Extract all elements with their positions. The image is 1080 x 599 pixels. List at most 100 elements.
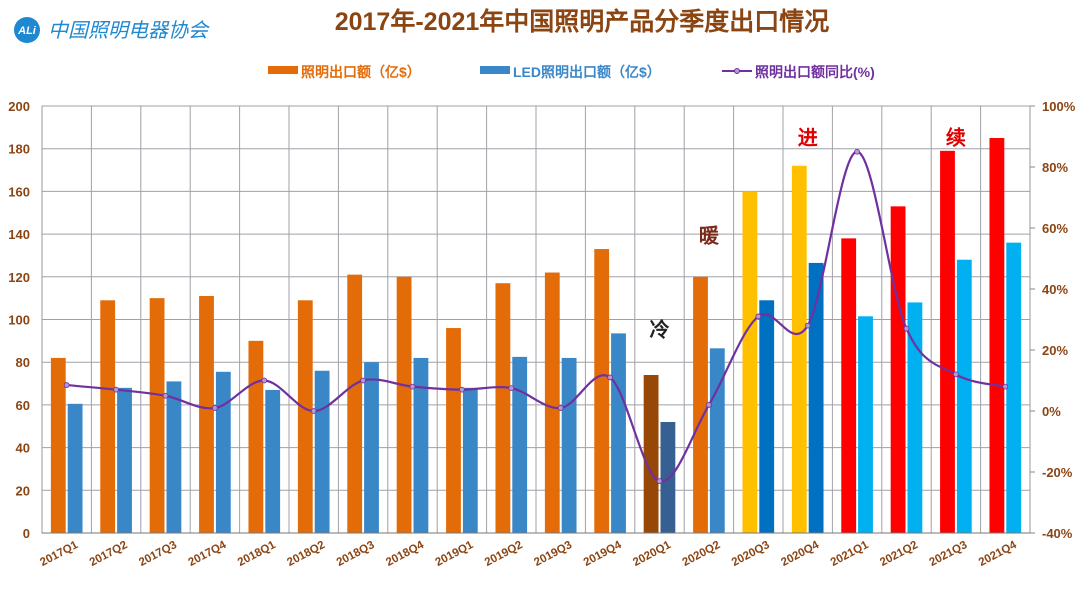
y2-tick-label: 60% [1042, 221, 1068, 236]
bar-led-export [956, 259, 972, 533]
bar-led-export [413, 357, 429, 533]
y2-tick-label: -20% [1042, 465, 1073, 480]
yoy-point [360, 377, 367, 384]
bar-led-export [67, 403, 83, 533]
yoy-point [310, 408, 317, 414]
x-tick-label: 2019Q3 [532, 539, 574, 569]
yoy-point [409, 383, 416, 390]
yoy-point [162, 392, 169, 399]
yoy-point [854, 148, 860, 155]
yoy-point [557, 405, 564, 411]
y-tick-label: 160 [8, 184, 30, 199]
x-tick-label: 2021Q4 [977, 539, 1019, 569]
logo-text: 中国照明电器协会 [48, 18, 210, 42]
bar-led-export [166, 381, 182, 533]
bar-lighting-export [693, 276, 708, 533]
y2-tick-label: 0% [1042, 404, 1061, 419]
bar-lighting-export [446, 328, 461, 533]
x-tick-label: 2017Q3 [137, 539, 179, 569]
x-tick-label: 2018Q2 [285, 539, 327, 569]
yoy-point [261, 377, 268, 384]
y-tick-label: 100 [8, 313, 30, 328]
bar-lighting-export [989, 138, 1005, 533]
bar-lighting-export [149, 298, 165, 533]
svg-text:ALi: ALi [17, 25, 37, 37]
x-tick-label: 2019Q4 [582, 539, 624, 569]
logo: ALi 中国照明电器协会 [14, 17, 210, 43]
x-tick-label: 2021Q2 [878, 539, 920, 569]
y-tick-label: 120 [8, 270, 30, 285]
chart-title: 2017年-2021年中国照明产品分季度出口情况 [335, 7, 830, 36]
bar-lighting-export [742, 191, 758, 533]
legend: 照明出口额（亿$） LED照明出口额（亿$） 照明出口额同比(%) [268, 64, 875, 80]
y-tick-label: 0 [23, 526, 30, 541]
bar-lighting-export [100, 300, 116, 533]
bar-led-export [265, 389, 281, 533]
y2-tick-label: 20% [1042, 343, 1068, 358]
yoy-point [211, 405, 218, 411]
legend-swatch [268, 66, 298, 74]
legend-marker [734, 68, 740, 74]
bar-lighting-export [347, 274, 363, 533]
y-tick-label: 200 [8, 99, 30, 114]
x-tick-label: 2020Q1 [631, 539, 673, 569]
annotation-label: 进 [798, 126, 818, 149]
x-tick-label: 2018Q4 [384, 539, 426, 569]
bar-led-export [512, 356, 528, 533]
bar-lighting-export [50, 357, 66, 533]
bar-lighting-export [594, 249, 610, 534]
yoy-point [755, 313, 762, 320]
bar-led-export [462, 387, 478, 533]
x-tick-label: 2019Q2 [483, 539, 525, 569]
bar-led-export [117, 387, 132, 533]
bar-lighting-export [643, 375, 659, 533]
bar-led-export [561, 357, 577, 533]
y2-tick-label: -40% [1042, 526, 1073, 541]
bar-led-export [1006, 242, 1022, 533]
yoy-point [953, 371, 959, 378]
yoy-point [1002, 383, 1009, 390]
yoy-point [804, 322, 811, 329]
yoy-point [63, 382, 70, 388]
bar-lighting-export [199, 296, 214, 533]
annotation-label: 冷 [650, 318, 670, 342]
x-tick-label: 2021Q1 [829, 539, 871, 569]
x-tick-label: 2018Q1 [236, 539, 278, 569]
x-tick-label: 2019Q1 [434, 539, 476, 569]
y-tick-label: 140 [8, 227, 30, 242]
bars [50, 138, 1022, 534]
bar-led-export [215, 371, 231, 533]
bar-led-export [709, 348, 725, 533]
y2-tick-label: 100% [1042, 99, 1076, 114]
y-tick-label: 20 [16, 483, 30, 498]
y-tick-label: 40 [16, 441, 30, 456]
bar-led-export [611, 333, 626, 533]
bar-led-export [808, 262, 824, 533]
yoy-point [903, 325, 910, 332]
bar-lighting-export [544, 272, 560, 533]
bar-lighting-export [495, 283, 511, 533]
bar-lighting-export [940, 150, 955, 533]
y-tick-label: 60 [16, 398, 30, 413]
bar-lighting-export [396, 276, 412, 533]
x-tick-label: 2017Q4 [187, 539, 229, 569]
x-tick-label: 2020Q4 [779, 539, 821, 569]
bar-lighting-export [297, 300, 313, 533]
line-series [63, 148, 1009, 485]
yoy-point [113, 386, 119, 393]
annotations: 冷 暖 进 续 [650, 125, 966, 341]
bar-led-export [759, 300, 775, 533]
bar-lighting-export [841, 238, 857, 533]
annotation-label: 暖 [699, 225, 720, 248]
yoy-point [656, 478, 663, 485]
bar-lighting-export [248, 340, 264, 533]
yoy-point [607, 374, 613, 381]
legend-label: 照明出口额（亿$） [301, 64, 421, 80]
legend-swatch [480, 66, 510, 74]
x-tick-label: 2020Q2 [681, 539, 723, 569]
yoy-point [706, 401, 712, 408]
bar-led-export [907, 302, 923, 533]
legend-label: LED照明出口额（亿$） [513, 64, 661, 80]
yoy-point [458, 386, 465, 393]
bar-led-export [858, 316, 873, 533]
